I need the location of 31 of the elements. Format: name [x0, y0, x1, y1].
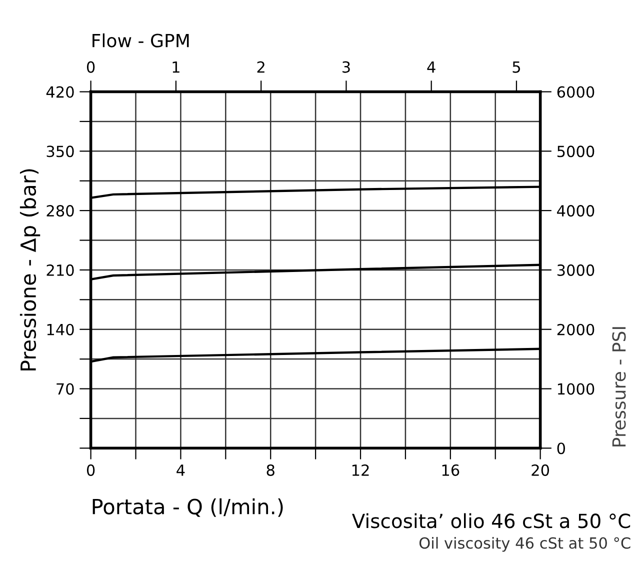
y2-tick-label: 4000 — [557, 205, 594, 217]
y2-tick-label: 5000 — [557, 146, 594, 158]
x-tick-label: 16 — [442, 464, 460, 476]
y2-tick-label: 6000 — [557, 86, 594, 98]
y-tick-label: 350 — [46, 146, 74, 158]
y-tick-label: 70 — [56, 383, 74, 395]
text: Oil viscosity 46 cSt at 50 °C — [419, 536, 630, 552]
y-axis-title: Pressione - Δp (bar) — [20, 169, 40, 370]
x2-tick-label: 2 — [257, 61, 264, 73]
y-tick-label: 420 — [46, 86, 74, 98]
x-axis-title: Portata - Q (l/min.) — [92, 498, 283, 517]
x-tick-label: 4 — [176, 464, 185, 476]
text: Viscosita’ olio 46 cSt a 50 °C — [352, 513, 630, 528]
x-tick-label: 20 — [532, 464, 550, 476]
x-tick-label: 8 — [266, 464, 274, 476]
x-tick-label: 0 — [86, 464, 95, 476]
y2-tick-label: 1000 — [558, 383, 594, 395]
x2-tick-label: 5 — [512, 61, 520, 73]
y-tick-label: 280 — [46, 205, 74, 217]
y2-tick-label: 0 — [557, 442, 565, 454]
x2-tick-label: 3 — [342, 61, 350, 73]
x2-tick-label: 0 — [86, 61, 95, 73]
x-tick-label: 12 — [352, 464, 369, 476]
y-tick-label: 210 — [46, 264, 74, 276]
y-tick-label: 140 — [47, 324, 74, 336]
y2-axis-title: Pressure - PSI — [612, 327, 626, 446]
x2-tick-label: 1 — [172, 61, 180, 73]
x2-tick-label: 4 — [427, 61, 436, 73]
y2-tick-label: 3000 — [557, 264, 594, 276]
y2-tick-label: 2000 — [557, 324, 594, 336]
x2-axis-title: Flow - GPM — [92, 33, 189, 48]
